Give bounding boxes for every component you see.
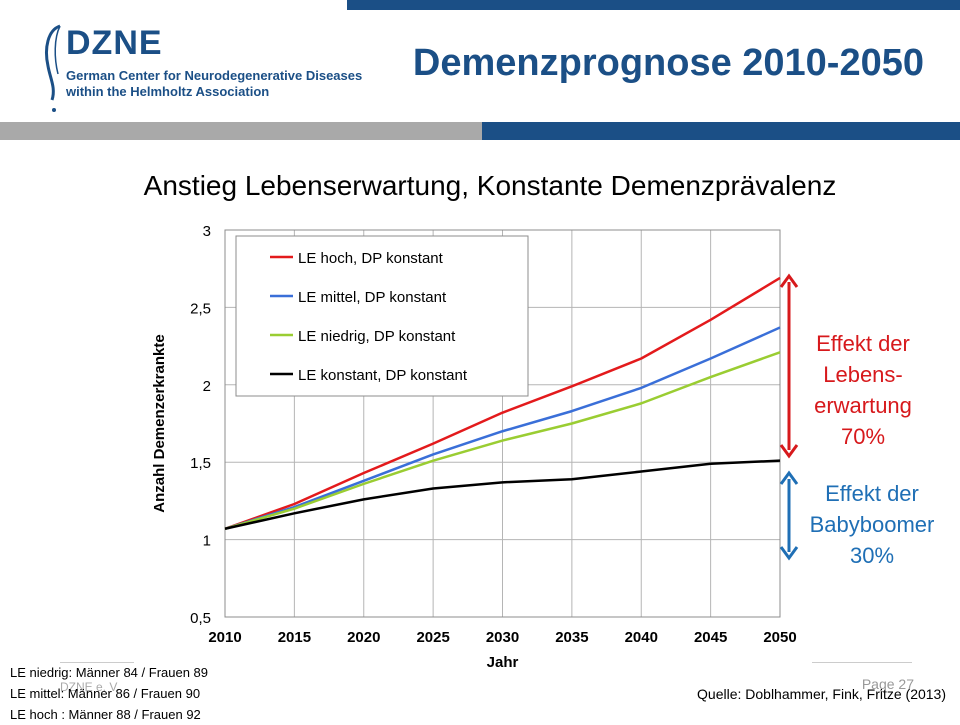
y-tick-label: 2,5 [190,300,211,317]
plot-area-border [224,229,781,618]
footnote-le-niedrig: LE niedrig: Männer 84 / Frauen 89 [10,665,209,680]
source-citation: Quelle: Doblhammer, Fink, Fritze (2013) [697,686,946,702]
life-effect-line-2: Lebens- [823,362,903,387]
y-tick-label: 0,5 [190,610,211,627]
life-effect-line-4: 70% [840,424,886,449]
x-tick-label: 2030 [486,629,519,646]
y-axis-label: Anzahl Demenzerkrankte [151,334,168,512]
series-line-4 [224,459,781,530]
legend-entry: LE konstant, DP konstant [298,367,468,384]
y-tick-label: 1 [203,533,211,550]
page-number: Page 27 [861,676,914,692]
x-tick-label: 2045 [694,629,727,646]
footer-org: DZNE e. V. [60,680,120,694]
baby-effect-line-3: 30% [849,543,895,568]
x-tick-label: 2050 [763,629,796,646]
baby-effect-line-1: Effekt der [825,481,919,506]
legend-box [235,235,529,397]
y-tick-label: 1,5 [190,455,211,472]
footer-divider-right [812,662,912,663]
x-axis-label: Jahr [487,654,519,671]
header-divider-blue [482,122,960,140]
life-effect-line-3: erwartung [814,393,912,418]
legend-entry: LE niedrig, DP konstant [298,328,456,345]
x-tick-label: 2010 [208,629,241,646]
x-tick-label: 2015 [278,629,311,646]
brain-profile-icon [45,24,61,112]
series-line-2 [224,326,781,530]
baby-effect-line-2: Babyboomer [809,512,935,537]
x-tick-label: 2035 [555,629,588,646]
logo-tagline-1: German Center for Neurodegenerative Dise… [66,68,363,83]
life-effect-line-1: Effekt der [816,331,910,356]
footer-divider-left [60,662,134,663]
x-tick-label: 2025 [416,629,449,646]
x-tick-label: 2040 [625,629,658,646]
baby-effect-arrow-head-top [779,470,799,485]
baby-effect-arrow-head-bottom [779,546,799,561]
dzne-logo: DZNE German Center for Neurodegenerative… [40,18,362,118]
logo-name: DZNE [66,24,163,62]
series-line-3 [224,351,781,530]
chart-title: Anstieg Lebenserwartung, Konstante Demen… [143,170,837,201]
slide-title: Demenzprognose 2010-2050 [412,42,924,84]
legend-entry: LE hoch, DP konstant [298,250,444,267]
series-line-1 [224,276,781,530]
footnote-le-hoch: LE hoch : Männer 88 / Frauen 92 [10,707,201,722]
baby-boomer-effect-label: Effekt der Babyboomer 30% [782,478,960,571]
footnote-le-mittel: LE mittel: Männer 86 / Frauen 90 [10,686,201,701]
x-tick-label: 2020 [347,629,380,646]
life-effect-arrow-head-bottom [779,444,799,459]
logo-tagline-2: within the Helmholtz Association [66,84,270,99]
footnotes: LE niedrig: Männer 84 / Frauen 89 LE mit… [10,662,208,725]
y-tick-label: 3 [203,223,211,240]
life-expectancy-effect-label: Effekt der Lebens- erwartung 70% [788,328,938,452]
y-tick-label: 2 [203,378,211,395]
life-effect-arrow-head-top [779,273,799,288]
top-accent-bar [347,0,960,10]
legend-entry: LE mittel, DP konstant [298,289,447,306]
header-divider-gray [0,122,482,140]
